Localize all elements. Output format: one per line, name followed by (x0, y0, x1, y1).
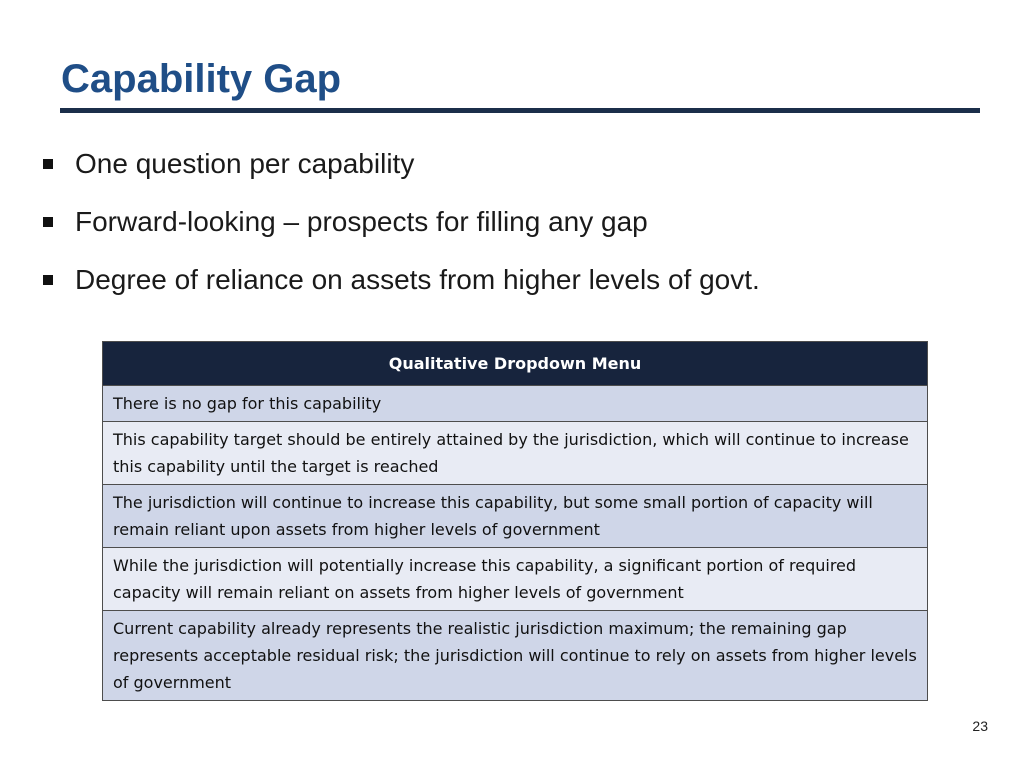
bullet-item: One question per capability (40, 144, 760, 184)
dropdown-options-table: Qualitative Dropdown Menu There is no ga… (102, 341, 928, 701)
table-cell: The jurisdiction will continue to increa… (102, 484, 928, 548)
table-row: While the jurisdiction will potentially … (102, 547, 928, 611)
table-header-row: Qualitative Dropdown Menu (102, 341, 928, 386)
table-row: There is no gap for this capability (102, 385, 928, 422)
table-header: Qualitative Dropdown Menu (102, 341, 928, 386)
table-row: The jurisdiction will continue to increa… (102, 484, 928, 548)
bullet-text: One question per capability (75, 148, 415, 179)
square-bullet-icon (43, 275, 53, 285)
bullet-text: Forward-looking – prospects for filling … (75, 206, 648, 237)
bullet-list: One question per capability Forward-look… (40, 144, 760, 318)
table-cell: Current capability already represents th… (102, 610, 928, 701)
table-row: Current capability already represents th… (102, 610, 928, 701)
bullet-text: Degree of reliance on assets from higher… (75, 264, 760, 295)
bullet-item: Degree of reliance on assets from higher… (40, 260, 760, 300)
table-row: This capability target should be entirel… (102, 421, 928, 485)
square-bullet-icon (43, 159, 53, 169)
square-bullet-icon (43, 217, 53, 227)
page-number: 23 (972, 718, 988, 734)
table-cell: While the jurisdiction will potentially … (102, 547, 928, 611)
bullet-item: Forward-looking – prospects for filling … (40, 202, 760, 242)
table-cell: There is no gap for this capability (102, 385, 928, 422)
title-underline (60, 108, 980, 113)
slide-title: Capability Gap (61, 57, 342, 101)
table-cell: This capability target should be entirel… (102, 421, 928, 485)
